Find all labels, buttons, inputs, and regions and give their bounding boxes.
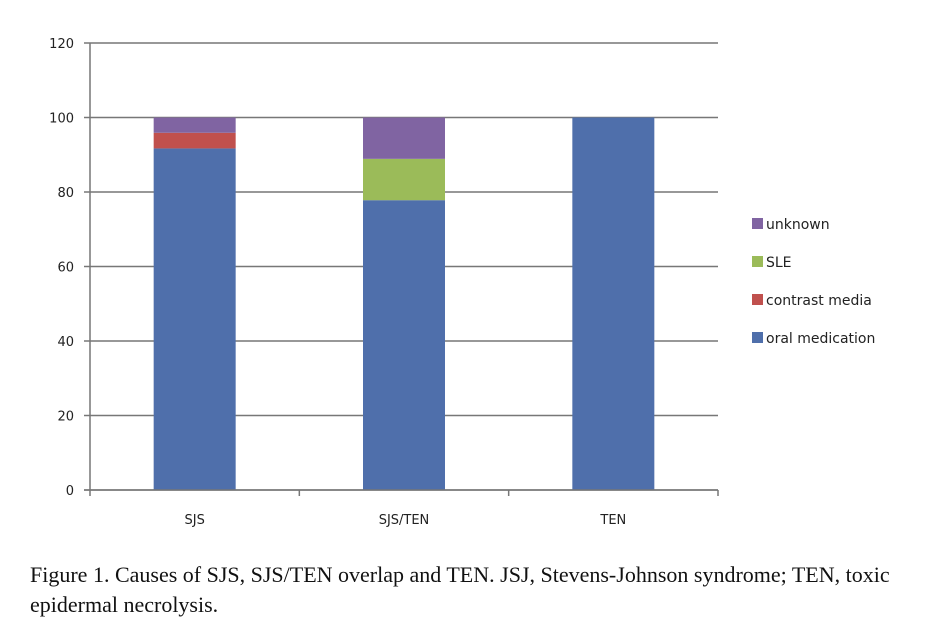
y-tick-label: 0 (66, 484, 74, 499)
bars (153, 117, 655, 491)
bar-segment-oral-medication (363, 200, 445, 490)
y-tick-label: 100 (49, 112, 74, 127)
legend-swatch (752, 332, 763, 343)
figure-caption: Figure 1. Causes of SJS, SJS/TEN overlap… (30, 562, 890, 617)
bar-segment-unknown (153, 117, 236, 133)
bar-segment-unknown (363, 117, 445, 159)
axes: 0 20 40 60 80 100 120 SJS SJS/TEN TEN (49, 37, 719, 528)
bar-segment-SLE (363, 158, 445, 201)
bar-segment-oral-medication (572, 117, 655, 490)
legend-label: oral medication (766, 331, 875, 347)
legend-swatch (752, 256, 763, 267)
bar-segment-contrast-media (153, 132, 236, 149)
legend-label: SLE (766, 255, 792, 271)
y-tick-label: 40 (57, 335, 74, 350)
x-tick-label: SJS (184, 513, 204, 528)
x-tick-label: TEN (599, 513, 626, 528)
y-tick-label: 120 (49, 37, 74, 52)
y-tick-label: 80 (57, 186, 74, 201)
x-tick-label: SJS/TEN (379, 513, 430, 528)
chart: 0 20 40 60 80 100 120 SJS SJS/TEN TEN unknown SLE c… (49, 37, 875, 528)
legend-swatch (752, 294, 763, 305)
legend-swatch (752, 218, 763, 229)
bar-segment-oral-medication (153, 148, 236, 491)
legend-label: unknown (766, 217, 830, 233)
legend: unknown SLE contrast media oral medication (752, 217, 875, 347)
legend-label: contrast media (766, 293, 872, 309)
y-tick-label: 60 (57, 261, 74, 276)
y-tick-label: 20 (57, 410, 74, 425)
